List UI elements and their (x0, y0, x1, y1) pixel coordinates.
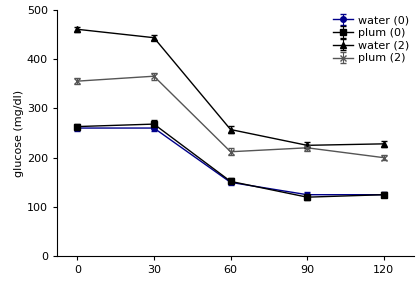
Y-axis label: glucose (mg/dl): glucose (mg/dl) (14, 89, 24, 176)
Legend: water (0), plum (0), water (2), plum (2): water (0), plum (0), water (2), plum (2) (331, 13, 411, 66)
